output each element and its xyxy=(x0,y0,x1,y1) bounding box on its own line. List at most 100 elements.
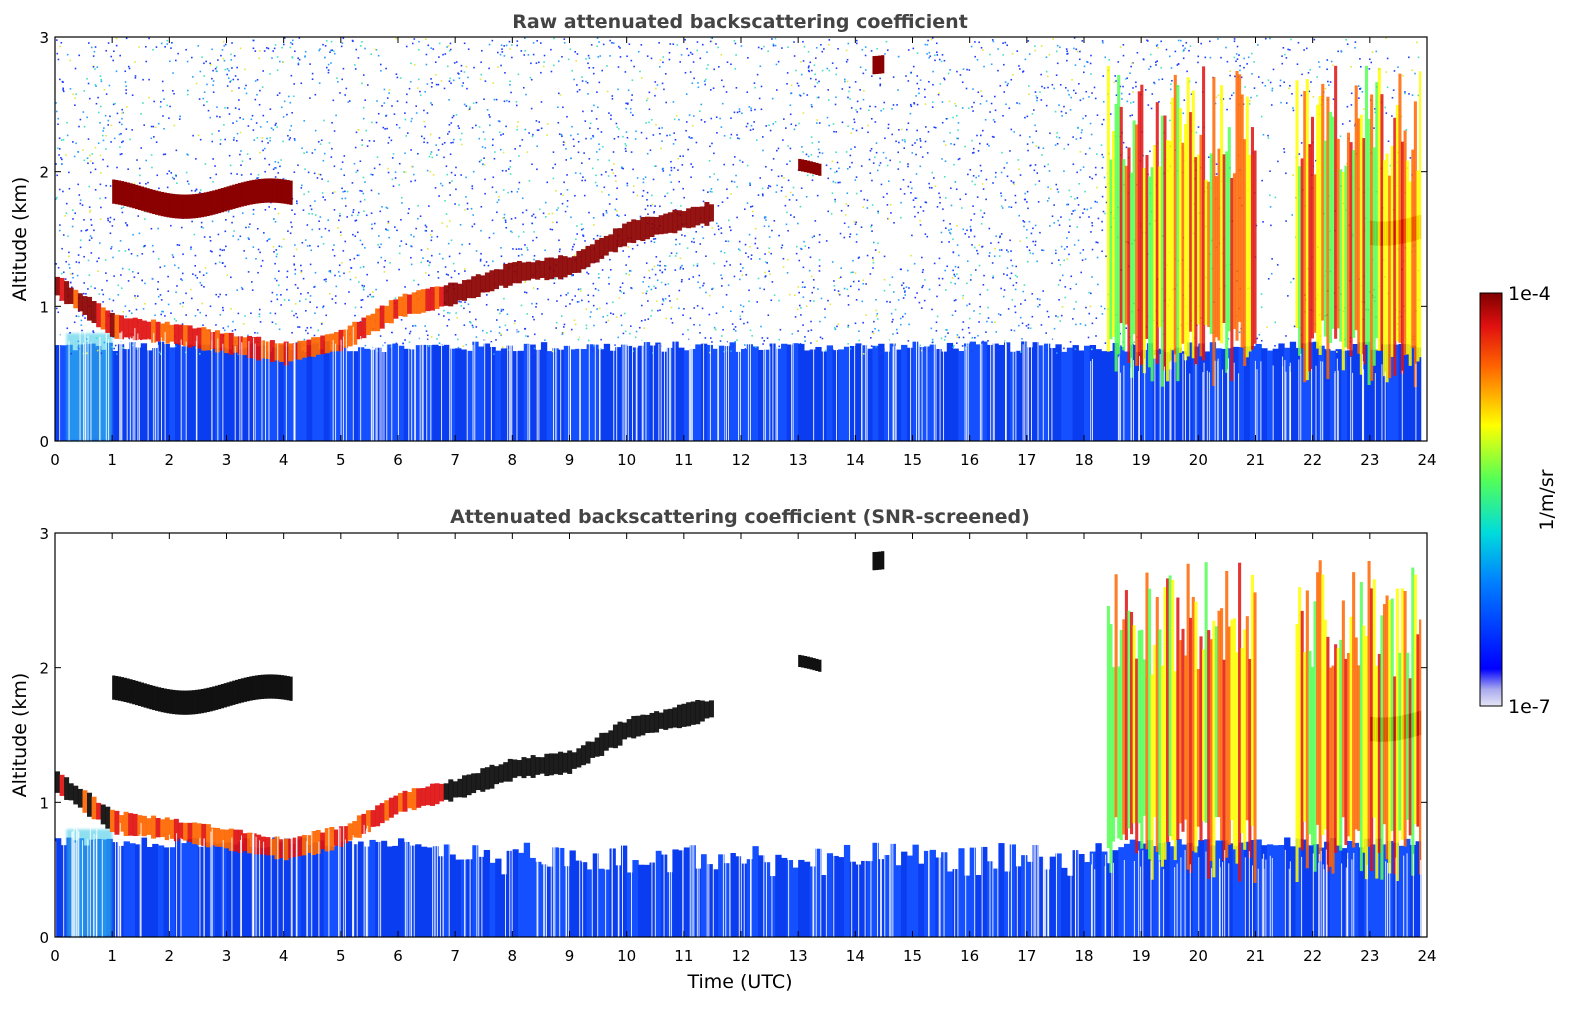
noise-pixel xyxy=(536,40,538,42)
aerosol-cell xyxy=(535,260,541,280)
aerosol-cell xyxy=(183,325,189,347)
noise-pixel xyxy=(483,264,486,267)
noise-pixel xyxy=(510,190,513,193)
noise-pixel xyxy=(200,284,203,287)
noise-pixel xyxy=(1007,308,1010,310)
noise-pixel xyxy=(404,171,407,174)
noise-pixel xyxy=(173,318,176,320)
noise-pixel xyxy=(789,147,792,150)
panel-raw-plot xyxy=(55,37,1427,441)
noise-pixel xyxy=(232,320,234,323)
noise-pixel xyxy=(993,121,996,123)
noise-pixel xyxy=(526,249,529,251)
noise-pixel xyxy=(1269,206,1272,208)
noise-pixel xyxy=(890,312,893,315)
noise-pixel xyxy=(924,201,927,203)
noise-pixel xyxy=(797,286,800,288)
noise-pixel xyxy=(802,112,805,114)
noise-pixel xyxy=(404,339,406,341)
noise-pixel xyxy=(869,149,872,152)
noise-pixel xyxy=(544,249,546,252)
noise-pixel xyxy=(1091,224,1094,227)
noise-pixel xyxy=(125,128,128,130)
noise-pixel xyxy=(725,260,728,263)
noise-pixel xyxy=(1176,64,1179,66)
noise-pixel xyxy=(710,188,713,190)
noise-pixel xyxy=(659,269,661,272)
noise-pixel xyxy=(948,229,950,232)
noise-pixel xyxy=(404,112,406,114)
noise-pixel xyxy=(410,165,413,168)
noise-pixel xyxy=(870,117,873,120)
noise-pixel xyxy=(1023,225,1025,228)
noise-pixel xyxy=(876,312,879,315)
noise-pixel xyxy=(205,272,208,274)
noise-pixel xyxy=(110,55,113,58)
noise-pixel xyxy=(1404,92,1406,95)
noise-pixel xyxy=(558,250,561,253)
noise-pixel xyxy=(71,272,74,275)
boundary-layer-cell xyxy=(1015,350,1022,441)
noise-pixel xyxy=(1046,349,1048,352)
noise-pixel xyxy=(434,61,437,63)
boundary-layer-cell xyxy=(1124,351,1131,441)
noise-pixel xyxy=(1102,100,1105,103)
noise-pixel xyxy=(809,77,812,80)
noise-pixel xyxy=(399,77,402,79)
noise-pixel xyxy=(586,82,589,84)
noise-pixel xyxy=(388,89,391,91)
noise-pixel xyxy=(1130,65,1132,68)
noise-pixel xyxy=(666,192,669,195)
noise-pixel xyxy=(676,44,679,46)
noise-pixel xyxy=(300,82,303,85)
noise-pixel xyxy=(701,226,704,228)
noise-pixel xyxy=(240,164,242,167)
noise-pixel xyxy=(87,259,90,262)
noise-pixel xyxy=(712,87,715,90)
noise-pixel xyxy=(511,350,514,353)
noise-pixel xyxy=(77,254,80,256)
noise-pixel xyxy=(746,91,749,93)
aerosol-cell xyxy=(173,324,179,344)
noise-pixel xyxy=(100,78,102,81)
noise-pixel xyxy=(684,38,686,41)
noise-pixel xyxy=(946,265,949,268)
noise-pixel xyxy=(1041,249,1043,251)
aerosol-cell xyxy=(430,287,435,311)
noise-pixel xyxy=(1004,81,1007,83)
noise-pixel xyxy=(640,131,643,134)
noise-pixel xyxy=(521,253,523,256)
noise-pixel xyxy=(592,224,595,226)
noise-pixel xyxy=(237,78,239,81)
noise-pixel xyxy=(81,204,84,206)
noise-pixel xyxy=(562,332,565,334)
noise-pixel xyxy=(922,269,924,271)
noise-pixel xyxy=(366,145,369,147)
noise-pixel xyxy=(460,70,463,72)
noise-pixel xyxy=(1035,145,1038,147)
noise-pixel xyxy=(595,118,598,120)
noise-pixel xyxy=(171,254,174,256)
noise-pixel xyxy=(713,326,716,329)
noise-pixel xyxy=(685,121,688,123)
noise-pixel xyxy=(786,163,788,166)
noise-pixel xyxy=(341,78,344,81)
noise-pixel xyxy=(135,308,138,311)
boundary-layer-cell xyxy=(1386,344,1394,441)
noise-pixel xyxy=(95,345,97,348)
noise-pixel xyxy=(432,48,435,50)
noise-pixel xyxy=(938,277,940,280)
noise-pixel xyxy=(652,134,655,136)
noise-pixel xyxy=(664,195,666,198)
noise-pixel xyxy=(505,170,507,172)
noise-pixel xyxy=(578,88,581,91)
noise-pixel xyxy=(297,287,299,289)
noise-pixel xyxy=(155,46,158,48)
noise-pixel xyxy=(845,61,848,63)
noise-pixel xyxy=(853,220,856,223)
boundary-layer-cell xyxy=(643,342,651,441)
noise-pixel xyxy=(770,169,773,171)
noise-pixel xyxy=(693,77,695,80)
noise-pixel xyxy=(330,62,332,64)
noise-pixel xyxy=(837,293,840,295)
